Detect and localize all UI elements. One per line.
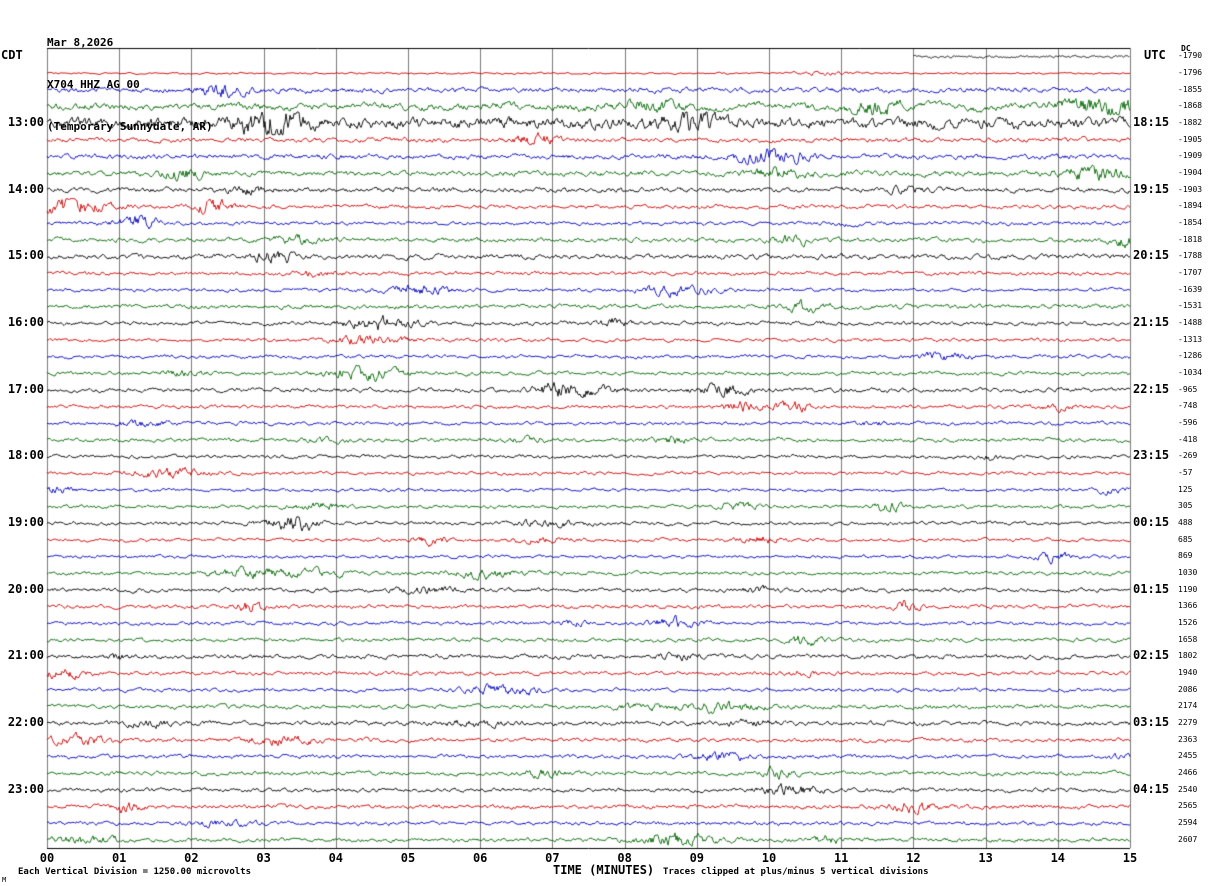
x-axis-tick: 06 (472, 851, 488, 865)
dc-offset-value: -1855 (1178, 84, 1203, 94)
left-time-label: 18:00 (7, 448, 44, 463)
dc-offset-value: -1868 (1178, 101, 1203, 111)
dc-offset-value: -1882 (1178, 118, 1203, 127)
dc-offset-value: 2540 (1178, 784, 1198, 794)
x-axis-tick: 05 (400, 851, 416, 865)
dc-offset-value: 2594 (1178, 818, 1198, 827)
x-axis-title: TIME (MINUTES) (553, 863, 655, 877)
right-time-label: 21:15 (1133, 315, 1170, 329)
dc-offset-value: 1366 (1178, 601, 1198, 611)
dc-offset-value: -1488 (1178, 318, 1203, 327)
x-axis-tick: 13 (978, 851, 993, 865)
dc-offset-value: -1531 (1178, 301, 1203, 311)
dc-offset-value: 305 (1178, 501, 1193, 511)
x-axis-tick: 03 (256, 851, 271, 865)
right-timezone-label: UTC (1144, 48, 1166, 62)
dc-offset-value: -748 (1178, 401, 1198, 411)
dc-offset-value: 1940 (1178, 668, 1198, 677)
right-time-label: 01:15 (1133, 581, 1170, 596)
dc-offset-value: -1790 (1178, 51, 1203, 61)
dc-offset-value: -1313 (1178, 334, 1203, 344)
x-axis-tick: 04 (328, 851, 344, 865)
dc-offset-value: -596 (1178, 418, 1198, 427)
dc-offset-value: -1905 (1178, 134, 1203, 144)
dc-offset-value: -1796 (1178, 68, 1203, 77)
dc-offset-value: 685 (1178, 534, 1193, 544)
x-axis-tick: 14 (1050, 851, 1066, 865)
dc-offset-value: 1190 (1178, 584, 1198, 594)
dc-offset-value: 2565 (1178, 801, 1198, 811)
left-time-label: 19:00 (7, 515, 44, 529)
left-time-label: 17:00 (7, 381, 44, 396)
dc-offset-value: 2174 (1178, 701, 1198, 711)
dc-offset-value: 1802 (1178, 651, 1198, 661)
x-axis-tick: 01 (111, 851, 127, 865)
x-axis-tick: 10 (761, 851, 777, 865)
left-time-label: 16:00 (7, 315, 44, 329)
dc-offset-value: -1909 (1178, 151, 1203, 161)
right-time-label: 18:15 (1133, 115, 1170, 129)
dc-offset-value: 869 (1178, 551, 1193, 561)
dc-offset-value: 2279 (1178, 718, 1198, 727)
left-time-label: 23:00 (7, 781, 44, 796)
dc-offset-value: -1903 (1178, 184, 1203, 194)
x-axis-tick: 15 (1122, 851, 1138, 865)
left-time-label: 15:00 (7, 248, 44, 263)
dc-offset-value: 2466 (1178, 768, 1198, 777)
left-time-label: 14:00 (7, 181, 44, 196)
dc-offset-value: 2455 (1178, 751, 1198, 761)
right-time-label: 00:15 (1133, 515, 1170, 529)
title-station-location: (Temporary Sunnydale, AR) (47, 120, 213, 133)
right-time-label: 22:15 (1133, 381, 1170, 396)
dc-offset-value: -1286 (1178, 351, 1203, 361)
dc-offset-value: -1854 (1178, 218, 1203, 227)
dc-offset-value: -418 (1178, 434, 1198, 444)
left-time-label: 22:00 (7, 715, 44, 729)
right-time-label: 23:15 (1133, 448, 1170, 463)
dc-offset-value: -1788 (1178, 251, 1203, 261)
right-time-label: 19:15 (1133, 181, 1170, 196)
right-time-label: 04:15 (1133, 781, 1170, 796)
dc-offset-value: -1639 (1178, 284, 1203, 294)
x-axis-tick: 11 (833, 851, 849, 865)
dc-offset-value: -1034 (1178, 368, 1203, 377)
dc-offset-value: 1030 (1178, 568, 1198, 577)
corner-mark: M (2, 876, 7, 884)
footer-scale-note: Each Vertical Division = 1250.00 microvo… (18, 867, 251, 877)
dc-offset-value: 2363 (1178, 734, 1198, 744)
title-date: Mar 8,2026 (47, 36, 114, 49)
dc-offset-value: -269 (1178, 451, 1198, 461)
dc-offset-value: 2607 (1178, 834, 1198, 844)
x-axis-tick: 07 (545, 851, 560, 865)
dc-offset-value: 125 (1178, 484, 1193, 494)
dc-offset-value: -1707 (1178, 268, 1203, 277)
dc-offset-value: -1894 (1178, 201, 1203, 211)
dc-offset-value: 2086 (1178, 684, 1198, 694)
left-time-label: 13:00 (7, 115, 44, 129)
title-station-code: X704 HHZ AG 00 (47, 78, 140, 91)
dc-offset-value: -57 (1178, 468, 1193, 477)
dc-offset-value: -1818 (1178, 234, 1203, 244)
dc-offset-value: -1904 (1178, 168, 1203, 177)
x-axis-tick: 12 (906, 851, 921, 865)
plot-title-block: Mar 8,2026 X704 HHZ AG 00 (Temporary Sun… (47, 8, 213, 162)
dc-offset-value: 1658 (1178, 634, 1198, 644)
dc-offset-value: 488 (1178, 518, 1193, 527)
left-timezone-label: CDT (1, 48, 23, 62)
x-axis-tick: 02 (184, 851, 199, 865)
footer-clip-note: Traces clipped at plus/minus 5 vertical … (663, 867, 929, 877)
x-axis-tick: 08 (617, 851, 632, 865)
dc-offset-value: 1526 (1178, 618, 1198, 627)
right-time-label: 20:15 (1133, 248, 1170, 263)
x-axis-tick: 00 (39, 851, 55, 865)
left-time-label: 21:00 (7, 648, 44, 663)
x-axis-tick: 09 (689, 851, 705, 865)
dc-column-header: DC (1181, 44, 1191, 53)
left-time-label: 20:00 (7, 581, 44, 596)
right-time-label: 03:15 (1133, 715, 1170, 729)
right-time-label: 02:15 (1133, 648, 1170, 663)
dc-offset-value: -965 (1178, 384, 1198, 394)
